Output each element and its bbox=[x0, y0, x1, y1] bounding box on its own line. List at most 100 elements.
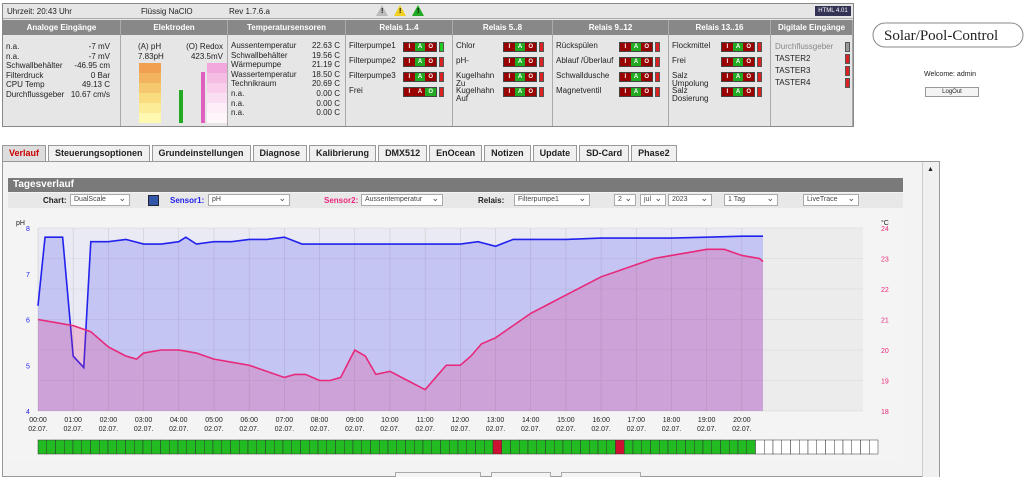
relay-mode-o[interactable]: O bbox=[528, 44, 534, 50]
x-date-label: 02.07. bbox=[732, 426, 752, 433]
relay-mode-a[interactable]: A bbox=[514, 73, 526, 81]
relay-mode-i[interactable]: I bbox=[726, 74, 729, 80]
relay-slot bbox=[457, 439, 467, 455]
relay-mode-a[interactable]: A bbox=[732, 43, 744, 51]
relay-slot bbox=[860, 439, 870, 455]
relay-mode-i[interactable]: I bbox=[408, 74, 411, 80]
relay-mode-a[interactable]: A bbox=[514, 58, 526, 66]
tab-sd-card[interactable]: SD-Card bbox=[579, 145, 630, 161]
tab-diagnose[interactable]: Diagnose bbox=[252, 145, 308, 161]
relay-mode-i[interactable]: I bbox=[624, 89, 627, 95]
scroll-up-icon[interactable]: ▲ bbox=[927, 166, 934, 173]
relay-mode-i[interactable]: I bbox=[624, 44, 627, 50]
relay-mode-a[interactable]: A bbox=[630, 43, 642, 51]
relay-mode-o[interactable]: O bbox=[644, 74, 650, 80]
relay-mode-a[interactable]: A bbox=[417, 89, 423, 95]
relay-mode-a[interactable]: A bbox=[732, 73, 744, 81]
relay-mode-o[interactable]: O bbox=[746, 89, 752, 95]
analog-label: n.a. bbox=[6, 42, 20, 51]
relay-mode-i[interactable]: I bbox=[624, 59, 627, 65]
relay-mode-i[interactable]: I bbox=[508, 89, 511, 95]
relay-mode-o[interactable]: O bbox=[528, 74, 534, 80]
relay-mode-a[interactable]: A bbox=[732, 88, 744, 96]
tab-enocean[interactable]: EnOcean bbox=[429, 145, 483, 161]
relay-mode-o[interactable]: O bbox=[428, 44, 434, 50]
relay-mode-i[interactable]: I bbox=[726, 44, 729, 50]
tab-steuerungsoptionen[interactable]: Steuerungsoptionen bbox=[48, 145, 150, 161]
relay-mode-i[interactable]: I bbox=[508, 44, 511, 50]
bottom-button-2[interactable] bbox=[491, 472, 551, 477]
relay-mode-a[interactable]: A bbox=[414, 73, 426, 81]
chart-select[interactable]: DualScale bbox=[70, 193, 130, 206]
relay-mode-a[interactable]: A bbox=[514, 88, 526, 96]
relay-mode-o[interactable]: O bbox=[644, 44, 650, 50]
vertical-scrollbar[interactable]: ▲ bbox=[922, 162, 939, 477]
relay-mode-a[interactable]: A bbox=[732, 58, 744, 66]
save-icon[interactable] bbox=[148, 195, 159, 206]
relay-mode-o[interactable]: O bbox=[746, 74, 752, 80]
relay-mode-i[interactable]: I bbox=[726, 89, 729, 95]
relay-mode-o[interactable]: O bbox=[644, 89, 650, 95]
relay-mode-o[interactable]: O bbox=[644, 59, 650, 65]
tab-kalibrierung[interactable]: Kalibrierung bbox=[309, 145, 377, 161]
range-select[interactable]: 1 Tag bbox=[724, 193, 778, 206]
relay-mode-o[interactable]: O bbox=[746, 59, 752, 65]
relay-mode-a[interactable]: A bbox=[630, 88, 642, 96]
relay-mode-i[interactable]: I bbox=[726, 59, 729, 65]
tab-update[interactable]: Update bbox=[532, 145, 578, 161]
bottom-button-3[interactable] bbox=[561, 472, 641, 477]
bottom-button-1[interactable] bbox=[395, 472, 481, 477]
sensor2-select[interactable]: Aussentemperatur bbox=[361, 193, 443, 206]
relais-select[interactable]: Filterpumpe1 bbox=[514, 193, 590, 206]
relay-mode-i[interactable]: I bbox=[508, 74, 511, 80]
relay-mode-o[interactable]: O bbox=[528, 59, 534, 65]
relay-mode-a[interactable]: A bbox=[414, 43, 426, 51]
relay-mode-o[interactable]: O bbox=[746, 44, 752, 50]
sensor1-select[interactable]: pH bbox=[208, 193, 290, 206]
relay-mode-o[interactable]: O bbox=[528, 89, 534, 95]
relay-mode-i[interactable]: I bbox=[508, 59, 511, 65]
tab-dmx512[interactable]: DMX512 bbox=[378, 145, 428, 161]
relay-mode-i[interactable]: I bbox=[408, 44, 411, 50]
relay-mode-a[interactable]: A bbox=[514, 43, 526, 51]
warning-yellow-icon[interactable]: ! bbox=[394, 5, 406, 16]
tab-grundeinstellungen[interactable]: Grundeinstellungen bbox=[151, 145, 251, 161]
relay-mode-o[interactable]: O bbox=[428, 59, 434, 65]
relay-slot bbox=[396, 439, 406, 455]
tab-phase2[interactable]: Phase2 bbox=[631, 145, 677, 161]
year-select[interactable]: 2023 bbox=[668, 193, 712, 206]
warning-green-icon[interactable]: ! bbox=[412, 5, 424, 16]
relay-mode-a[interactable]: A bbox=[630, 58, 642, 66]
tab-verlauf[interactable]: Verlauf bbox=[2, 145, 47, 161]
relay-mode-i[interactable]: I bbox=[624, 74, 627, 80]
panel-digital: Digitale Eingänge Durchflussgeber TASTER2 T… bbox=[771, 20, 853, 126]
relay-mode-a[interactable]: A bbox=[414, 58, 426, 66]
relay-mode-i[interactable]: I bbox=[408, 89, 411, 95]
logout-button[interactable]: LogOut bbox=[925, 87, 979, 97]
warning-grey-icon[interactable]: ! bbox=[376, 5, 388, 16]
relay-mode-a[interactable]: A bbox=[630, 73, 642, 81]
relay-mode-o[interactable]: O bbox=[428, 74, 434, 80]
relay-mode-o[interactable]: O bbox=[425, 88, 437, 96]
relay-mode-i[interactable]: I bbox=[408, 59, 411, 65]
trace-select[interactable]: LiveTrace bbox=[803, 193, 859, 206]
month-select[interactable]: jul bbox=[640, 193, 666, 206]
tab-notizen[interactable]: Notizen bbox=[484, 145, 531, 161]
day-select[interactable]: 2 bbox=[614, 193, 636, 206]
